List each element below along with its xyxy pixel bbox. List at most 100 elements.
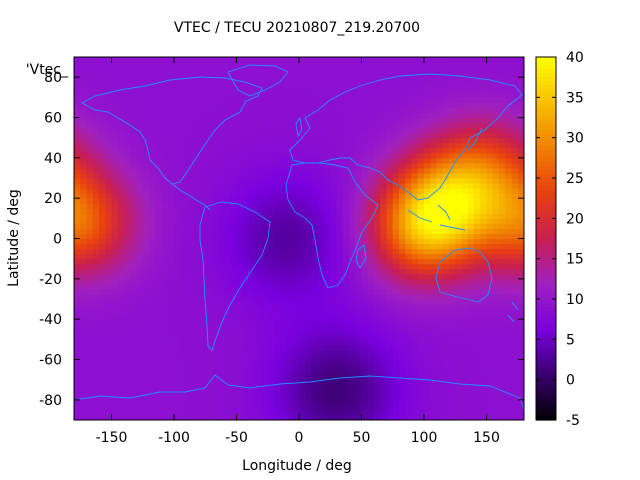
heatmap-cell: [86, 329, 94, 335]
heatmap-cell: [480, 82, 488, 88]
heatmap-cell: [499, 157, 506, 164]
heatmap-cell: [224, 152, 231, 159]
heatmap-cell: [274, 228, 281, 235]
heatmap-cell: [505, 293, 513, 300]
heatmap-cell: [242, 183, 250, 189]
heatmap-cell: [386, 329, 394, 335]
heatmap-cell: [261, 107, 269, 114]
heatmap-cell: [330, 369, 338, 376]
heatmap-cell: [161, 77, 169, 83]
heatmap-cell: [367, 359, 375, 366]
heatmap-cell: [274, 304, 281, 310]
heatmap-cell: [155, 409, 163, 416]
heatmap-cell: [230, 57, 238, 63]
heatmap-cell: [142, 132, 150, 139]
heatmap-cell: [324, 62, 331, 68]
heatmap-cell: [299, 293, 306, 300]
heatmap-cell: [124, 354, 131, 361]
heatmap-cell: [280, 283, 288, 290]
heatmap-cell: [217, 82, 225, 88]
heatmap-cell: [430, 374, 438, 381]
heatmap-cell: [111, 374, 119, 381]
heatmap-cell: [255, 147, 263, 154]
heatmap-cell: [461, 334, 469, 340]
heatmap-cell: [392, 243, 400, 250]
heatmap-cell: [261, 273, 269, 280]
heatmap-cell: [399, 147, 406, 154]
heatmap-cell: [380, 283, 388, 290]
heatmap-cell: [130, 137, 138, 144]
heatmap-cell: [361, 67, 369, 73]
heatmap-cell: [186, 208, 194, 214]
heatmap-cell: [180, 72, 188, 78]
heatmap-cell: [424, 324, 431, 330]
heatmap-cell: [317, 248, 325, 255]
heatmap-cell: [255, 344, 263, 351]
heatmap-cell: [467, 117, 475, 124]
heatmap-cell: [111, 87, 119, 93]
heatmap-cell: [467, 213, 475, 219]
heatmap-cell: [155, 147, 163, 154]
heatmap-cell: [199, 112, 206, 119]
heatmap-cell: [342, 263, 350, 270]
heatmap-cell: [167, 102, 175, 109]
heatmap-cell: [174, 218, 181, 224]
heatmap-cell: [99, 263, 106, 270]
heatmap-cell: [417, 193, 425, 199]
heatmap-cell: [449, 178, 456, 184]
heatmap-cell: [236, 102, 244, 109]
heatmap-cell: [174, 233, 181, 240]
heatmap-cell: [161, 389, 169, 396]
heatmap-cell: [217, 273, 225, 280]
heatmap-cell: [149, 258, 156, 265]
heatmap-cell: [411, 243, 419, 250]
heatmap-cell: [411, 167, 419, 174]
heatmap-cell: [124, 87, 131, 93]
heatmap-cell: [211, 364, 219, 371]
heatmap-cell: [349, 127, 356, 134]
heatmap-cell: [367, 162, 375, 169]
heatmap-cell: [274, 167, 281, 174]
heatmap-cell: [449, 97, 456, 103]
heatmap-cell: [236, 208, 244, 214]
heatmap-cell: [424, 389, 431, 396]
heatmap-cell: [242, 243, 250, 250]
heatmap-cell: [461, 293, 469, 300]
heatmap-cell: [74, 359, 81, 366]
heatmap-cell: [349, 339, 356, 345]
heatmap-cell: [224, 258, 231, 265]
heatmap-cell: [80, 147, 88, 154]
heatmap-cell: [461, 67, 469, 73]
heatmap-cell: [92, 354, 100, 361]
heatmap-cell: [436, 92, 444, 98]
heatmap-cell: [274, 324, 281, 330]
heatmap-cell: [392, 394, 400, 401]
heatmap-cell: [474, 344, 481, 351]
heatmap-cell: [80, 57, 88, 63]
heatmap-cell: [436, 349, 444, 356]
heatmap-cell: [405, 334, 413, 340]
heatmap-cell: [217, 288, 225, 295]
heatmap-cell: [361, 369, 369, 376]
heatmap-cell: [74, 319, 81, 325]
heatmap-cell: [199, 147, 206, 154]
heatmap-cell: [386, 67, 394, 73]
heatmap-cell: [236, 97, 244, 103]
heatmap-cell: [174, 188, 181, 194]
heatmap-cell: [399, 263, 406, 270]
heatmap-cell: [374, 273, 381, 280]
heatmap-cell: [286, 324, 294, 330]
heatmap-cell: [467, 409, 475, 416]
heatmap-cell: [105, 87, 113, 93]
heatmap-cell: [236, 374, 244, 381]
heatmap-cell: [442, 314, 450, 320]
heatmap-cell: [286, 203, 294, 209]
heatmap-cell: [417, 334, 425, 340]
heatmap-cell: [124, 258, 131, 265]
heatmap-cell: [105, 314, 113, 320]
heatmap-cell: [105, 213, 113, 219]
heatmap-cell: [349, 57, 356, 63]
heatmap-cell: [342, 157, 350, 164]
heatmap-cell: [299, 132, 306, 139]
heatmap-cell: [436, 188, 444, 194]
